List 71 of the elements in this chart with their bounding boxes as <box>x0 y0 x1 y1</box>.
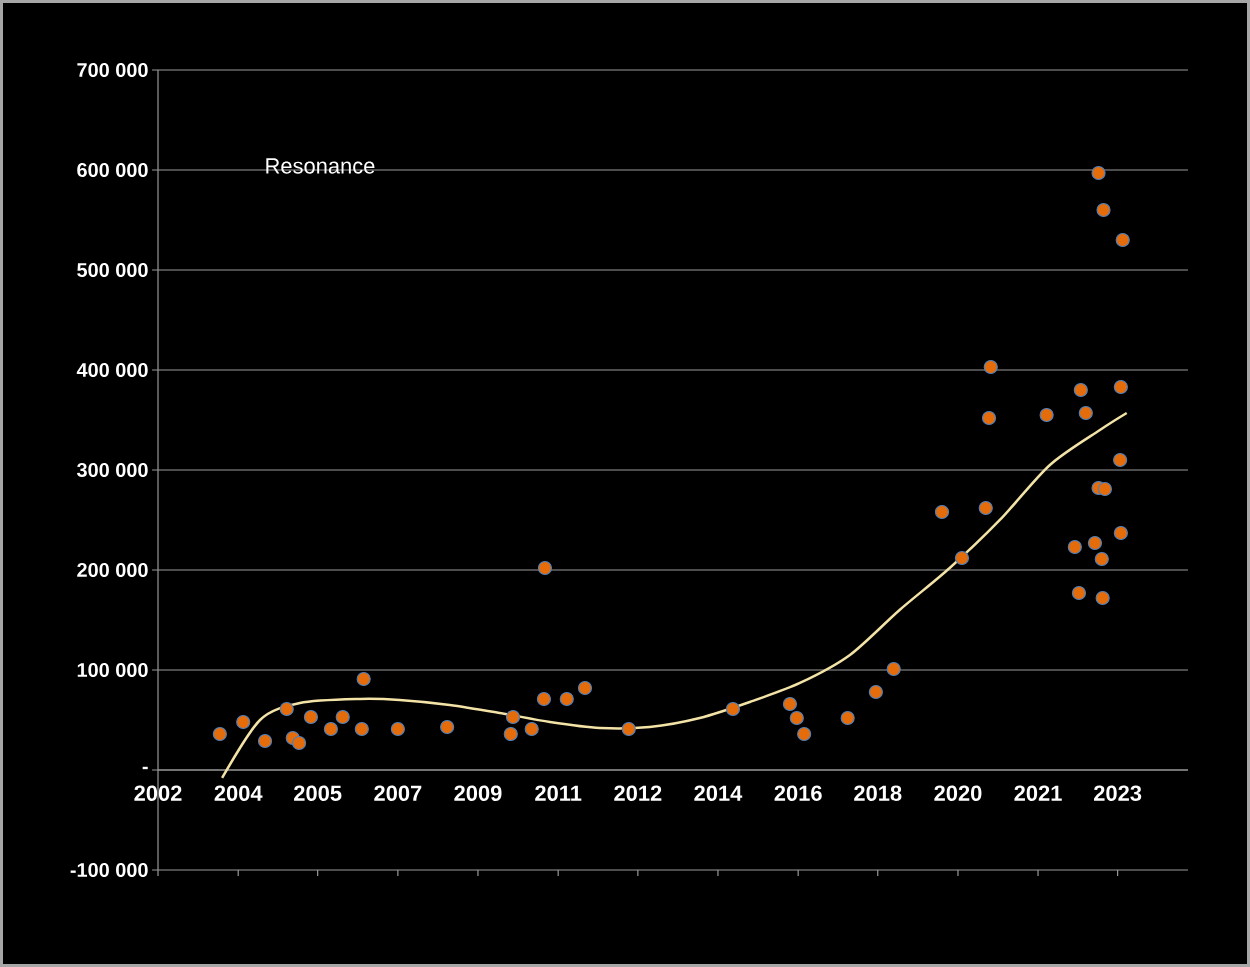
x-tick-label: 2009 <box>454 785 502 801</box>
point <box>503 726 518 742</box>
y-tick-label: 200 000 <box>77 562 148 578</box>
point <box>1091 165 1106 181</box>
point <box>797 726 812 742</box>
point <box>621 721 636 737</box>
point <box>1073 382 1088 398</box>
x-tick-label: 2012 <box>614 785 662 801</box>
point <box>1067 539 1082 555</box>
annotation: Resonance <box>266 158 375 174</box>
point <box>1087 535 1103 551</box>
point <box>279 701 294 717</box>
y-tick-label: 600 000 <box>77 162 148 178</box>
point <box>934 504 950 520</box>
point <box>983 359 998 375</box>
point <box>1113 379 1128 395</box>
point <box>505 709 521 725</box>
point <box>840 710 855 726</box>
point <box>868 684 883 700</box>
point <box>303 709 319 725</box>
x-tick-label: 2011 <box>535 785 582 801</box>
y-tick-label: 500 000 <box>77 262 148 278</box>
point <box>559 691 574 707</box>
point <box>1113 525 1128 541</box>
x-tick-label: 2020 <box>934 785 982 801</box>
point <box>1115 232 1130 248</box>
point <box>1097 481 1112 497</box>
point <box>782 696 798 712</box>
x-tick-label: 2005 <box>294 785 342 801</box>
y-tick-label: 700 000 <box>77 62 148 78</box>
point <box>1039 407 1054 423</box>
y-tick-label: - <box>142 766 148 770</box>
point <box>1094 551 1109 567</box>
point <box>440 719 455 735</box>
point <box>1071 585 1087 601</box>
point <box>1096 202 1111 218</box>
point <box>356 671 371 687</box>
x-tick-label: 2007 <box>374 785 422 801</box>
point <box>212 726 227 742</box>
point <box>323 721 339 737</box>
x-tick-label: 2016 <box>774 785 822 801</box>
x-tick-label: 2023 <box>1094 785 1142 802</box>
point <box>291 735 307 751</box>
y-tick-label: 300 000 <box>76 462 148 478</box>
x-tick-label: 2018 <box>854 785 902 801</box>
y-tick-label: 400 000 <box>76 362 148 378</box>
y-tick-label: 100 000 <box>77 662 148 678</box>
point <box>354 721 369 737</box>
point <box>1095 590 1110 606</box>
point <box>886 661 901 677</box>
point <box>789 710 804 726</box>
x-tick-label: 2002 <box>134 785 182 801</box>
point <box>537 560 553 576</box>
point <box>577 680 593 696</box>
point <box>236 714 251 730</box>
point <box>725 701 741 717</box>
point <box>1078 405 1093 421</box>
point <box>524 721 539 737</box>
point <box>954 550 970 566</box>
point <box>536 691 552 707</box>
line-series <box>220 411 1128 780</box>
x-tick-label: 2004 <box>214 785 263 801</box>
point <box>978 500 993 516</box>
point <box>390 721 405 737</box>
x-tick-label: 2021 <box>1014 785 1062 801</box>
x-tick-label: 2014 <box>694 785 743 801</box>
point <box>981 410 997 426</box>
point <box>257 733 273 749</box>
point <box>1113 452 1128 468</box>
y-tick-label: -100 000 <box>70 862 148 878</box>
point <box>335 709 350 725</box>
